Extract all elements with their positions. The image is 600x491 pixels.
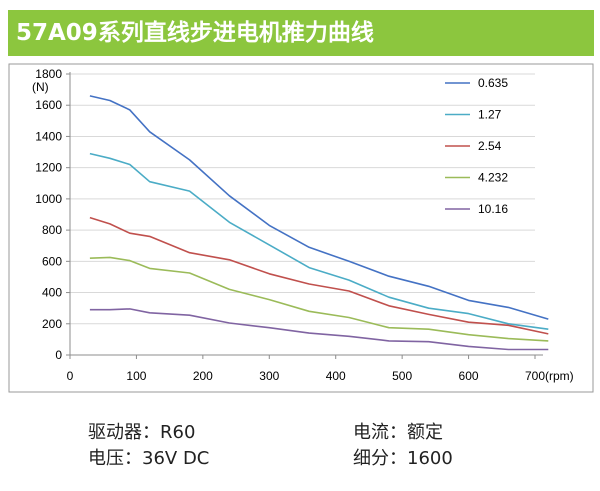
y-tick-label: 1600 — [35, 98, 62, 112]
legend-label: 10.16 — [478, 202, 508, 216]
y-tick-label: 1200 — [35, 161, 62, 175]
x-axis-label: (rpm) — [545, 369, 574, 383]
y-tick-label: 400 — [42, 286, 62, 300]
legend-label: 4.232 — [478, 171, 508, 185]
legend-label: 2.54 — [478, 139, 502, 153]
legend-label: 1.27 — [478, 108, 502, 122]
tick-labels: 0 200 400 600 800 1000 1200 1400 1600 1800 0 100 200… — [32, 67, 574, 383]
spec-microstep: 细分：1600 — [353, 448, 453, 469]
x-tick-label: 0 — [67, 369, 74, 383]
thrust-curve-chart: 0 200 400 600 800 1000 1200 1400 1600 1800 0 100 200… — [8, 63, 594, 393]
x-tick-label: 200 — [193, 369, 213, 383]
chart-border — [8, 63, 594, 393]
y-axis-label: (N) — [32, 80, 49, 94]
axes — [66, 72, 543, 359]
spec-driver: 驱动器：R60 — [88, 422, 196, 443]
series-line-1.27 — [89, 152, 549, 330]
y-tick-label: 0 — [55, 348, 62, 362]
spec-current: 电流：额定 — [353, 422, 443, 443]
x-tick-label: 400 — [326, 369, 346, 383]
series-line-2.54 — [89, 216, 549, 335]
spec-voltage: 电压：36V DC — [88, 448, 210, 469]
x-tick-label: 700 — [525, 369, 545, 383]
y-tick-label: 1400 — [35, 129, 62, 143]
y-tick-label: 1000 — [35, 192, 62, 206]
y-tick-label: 800 — [42, 223, 62, 237]
x-tick-label: 500 — [392, 369, 412, 383]
series-lines — [89, 95, 549, 351]
x-tick-label: 300 — [259, 369, 279, 383]
legend: 0.635 1.27 2.54 4.232 10.16 — [445, 76, 508, 216]
y-tick-label: 600 — [42, 254, 62, 268]
chart-title: 57A09系列直线步进电机推力曲线 — [16, 20, 374, 46]
grid-lines — [70, 73, 535, 325]
series-line-10.16 — [89, 308, 549, 351]
x-tick-label: 600 — [459, 369, 479, 383]
y-tick-label: 1800 — [35, 67, 62, 81]
series-line-4.232 — [89, 256, 549, 342]
series-line-0.635 — [89, 95, 549, 320]
chart-frame: 0 200 400 600 800 1000 1200 1400 1600 1800 0 100 200… — [8, 63, 594, 393]
legend-label: 0.635 — [478, 76, 508, 90]
header-band: 57A09系列直线步进电机推力曲线 — [8, 10, 594, 56]
y-tick-label: 200 — [42, 317, 62, 331]
x-tick-label: 100 — [126, 369, 146, 383]
